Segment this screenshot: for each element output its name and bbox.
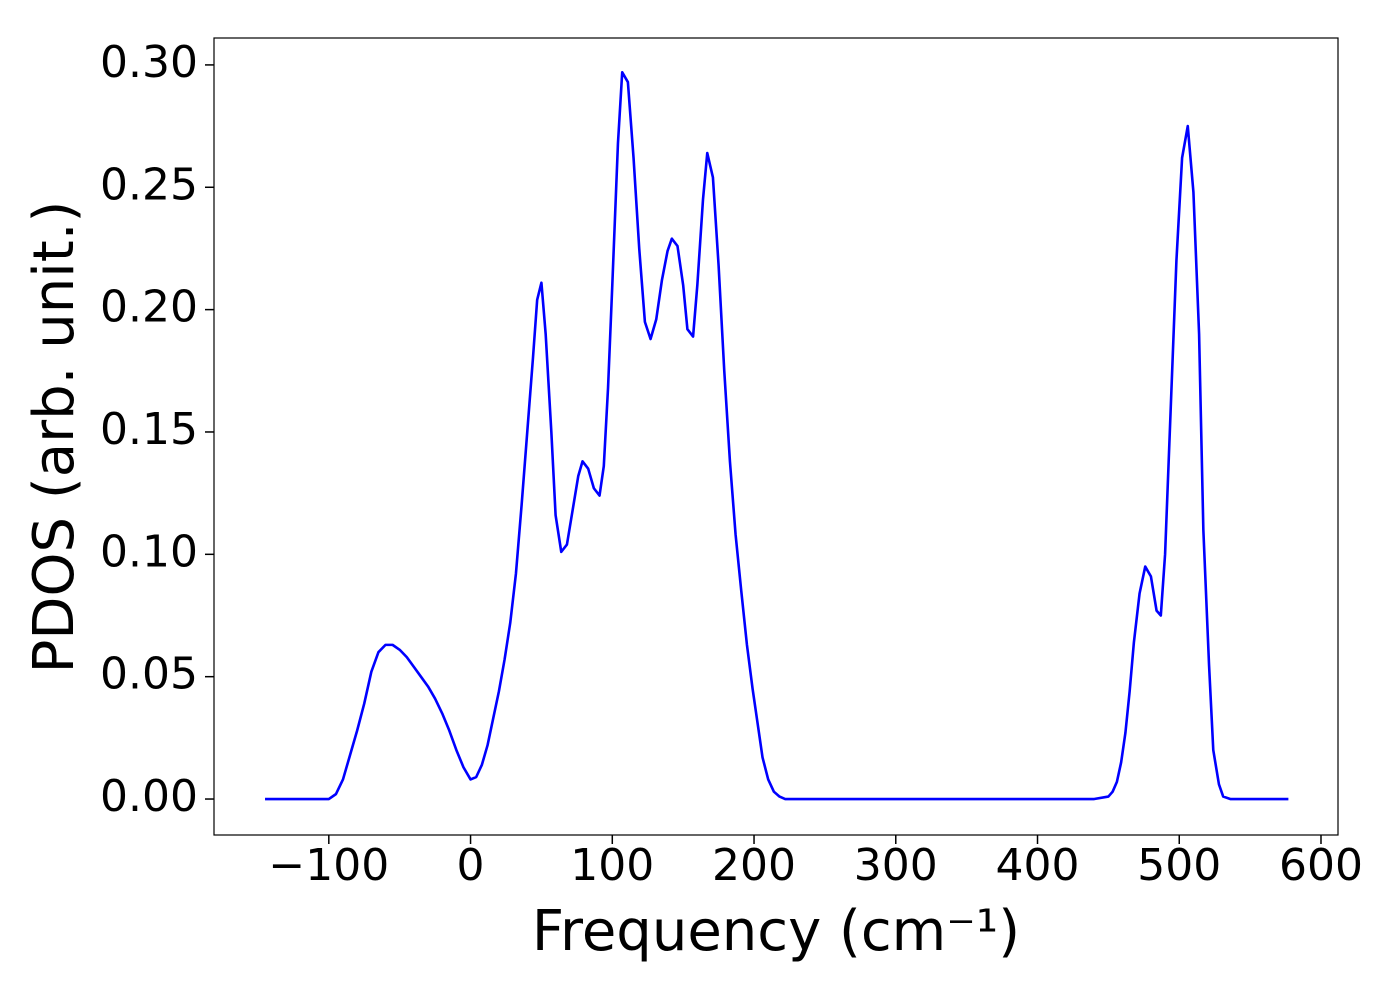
x-tick-label: 100 [570,840,654,891]
x-tick-label: −100 [268,840,389,891]
x-axis-label: Frequency (cm⁻¹) [532,899,1020,964]
y-tick-label: 0.30 [100,37,198,88]
x-tick-label: 300 [854,840,938,891]
x-tick-label: 500 [1137,840,1221,891]
x-tick-label: 0 [457,840,485,891]
y-tick-label: 0.10 [100,526,198,577]
y-axis-label: PDOS (arb. unit.) [22,201,87,674]
x-tick-label: 600 [1279,840,1363,891]
y-tick-label: 0.05 [100,649,198,700]
y-tick-label: 0.00 [100,771,198,822]
x-tick-label: 400 [996,840,1080,891]
x-tick-label: 200 [712,840,796,891]
y-tick-label: 0.20 [100,282,198,333]
data-line [265,70,1289,801]
y-tick-label: 0.25 [100,159,198,210]
plot-frame [213,37,1339,836]
y-tick-label: 0.15 [100,404,198,455]
